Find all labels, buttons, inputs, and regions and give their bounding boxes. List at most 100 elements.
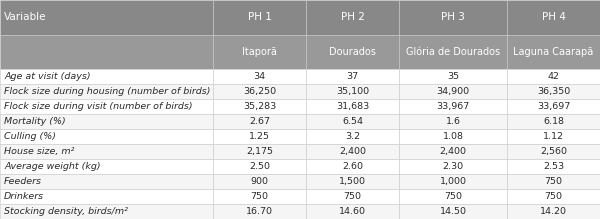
Text: 6.18: 6.18 xyxy=(543,117,564,126)
Text: PH 3: PH 3 xyxy=(441,12,465,22)
Text: 37: 37 xyxy=(346,72,359,81)
Text: House size, m²: House size, m² xyxy=(4,147,74,156)
Text: 3.2: 3.2 xyxy=(345,132,360,141)
Text: 750: 750 xyxy=(545,192,563,201)
Text: 2.60: 2.60 xyxy=(342,162,363,171)
Text: Drinkers: Drinkers xyxy=(4,192,44,201)
Bar xyxy=(0,144,213,159)
Bar xyxy=(306,35,399,69)
Bar xyxy=(0,159,213,174)
Bar xyxy=(213,0,306,35)
Text: 33,967: 33,967 xyxy=(436,102,470,111)
Text: Feeders: Feeders xyxy=(4,177,42,186)
Bar xyxy=(507,189,600,204)
Text: 36,250: 36,250 xyxy=(243,87,276,96)
Bar xyxy=(399,129,507,144)
Text: 16.70: 16.70 xyxy=(246,207,273,216)
Bar xyxy=(507,174,600,189)
Bar xyxy=(306,84,399,99)
Text: Variable: Variable xyxy=(4,12,47,22)
Text: 33,697: 33,697 xyxy=(537,102,570,111)
Text: Stocking density, birds/m²: Stocking density, birds/m² xyxy=(4,207,128,216)
Bar xyxy=(399,114,507,129)
Bar xyxy=(213,189,306,204)
Bar xyxy=(399,84,507,99)
Text: 31,683: 31,683 xyxy=(336,102,369,111)
Text: Flock size during visit (number of birds): Flock size during visit (number of birds… xyxy=(4,102,193,111)
Text: Average weight (kg): Average weight (kg) xyxy=(4,162,101,171)
Text: 900: 900 xyxy=(251,177,269,186)
Text: 6.54: 6.54 xyxy=(342,117,363,126)
Bar xyxy=(0,204,213,219)
Bar xyxy=(399,69,507,84)
Bar xyxy=(0,99,213,114)
Text: 2.67: 2.67 xyxy=(249,117,270,126)
Text: 2,175: 2,175 xyxy=(246,147,273,156)
Bar xyxy=(306,174,399,189)
Bar xyxy=(507,0,600,35)
Text: 36,350: 36,350 xyxy=(537,87,570,96)
Bar xyxy=(213,69,306,84)
Text: Glória de Dourados: Glória de Dourados xyxy=(406,47,500,57)
Bar xyxy=(0,84,213,99)
Bar xyxy=(213,114,306,129)
Text: 35,283: 35,283 xyxy=(243,102,276,111)
Text: 750: 750 xyxy=(545,177,563,186)
Text: Laguna Caarapã: Laguna Caarapã xyxy=(514,47,593,57)
Bar xyxy=(213,35,306,69)
Bar xyxy=(0,0,213,35)
Bar xyxy=(306,99,399,114)
Bar xyxy=(213,204,306,219)
Text: Age at visit (days): Age at visit (days) xyxy=(4,72,91,81)
Bar xyxy=(306,204,399,219)
Bar xyxy=(399,189,507,204)
Text: 2,400: 2,400 xyxy=(339,147,366,156)
Bar xyxy=(399,0,507,35)
Bar xyxy=(213,129,306,144)
Bar xyxy=(213,159,306,174)
Text: 2.53: 2.53 xyxy=(543,162,564,171)
Bar xyxy=(399,174,507,189)
Text: 1.25: 1.25 xyxy=(249,132,270,141)
Text: PH 2: PH 2 xyxy=(341,12,364,22)
Text: Dourados: Dourados xyxy=(329,47,376,57)
Text: 750: 750 xyxy=(251,192,269,201)
Text: 35,100: 35,100 xyxy=(336,87,369,96)
Bar xyxy=(0,174,213,189)
Text: 750: 750 xyxy=(343,192,361,201)
Text: 35: 35 xyxy=(447,72,459,81)
Bar xyxy=(0,129,213,144)
Bar xyxy=(0,69,213,84)
Bar xyxy=(306,189,399,204)
Text: 2.50: 2.50 xyxy=(249,162,270,171)
Text: 2,400: 2,400 xyxy=(439,147,467,156)
Bar xyxy=(213,144,306,159)
Bar xyxy=(507,204,600,219)
Bar xyxy=(0,189,213,204)
Text: 42: 42 xyxy=(548,72,560,81)
Bar xyxy=(399,144,507,159)
Bar xyxy=(399,204,507,219)
Bar xyxy=(213,174,306,189)
Bar xyxy=(0,35,213,69)
Text: 34,900: 34,900 xyxy=(436,87,470,96)
Text: 1.12: 1.12 xyxy=(543,132,564,141)
Text: 2,560: 2,560 xyxy=(540,147,567,156)
Bar xyxy=(399,99,507,114)
Bar xyxy=(306,129,399,144)
Text: Flock size during housing (number of birds): Flock size during housing (number of bir… xyxy=(4,87,211,96)
Text: 750: 750 xyxy=(444,192,462,201)
Text: 34: 34 xyxy=(253,72,266,81)
Bar xyxy=(306,69,399,84)
Bar xyxy=(306,159,399,174)
Bar xyxy=(399,159,507,174)
Text: 14.60: 14.60 xyxy=(339,207,366,216)
Text: Mortality (%): Mortality (%) xyxy=(4,117,66,126)
Text: Itaporã: Itaporã xyxy=(242,47,277,57)
Bar xyxy=(507,159,600,174)
Text: 1.6: 1.6 xyxy=(445,117,461,126)
Bar xyxy=(507,99,600,114)
Bar xyxy=(507,69,600,84)
Bar xyxy=(213,84,306,99)
Text: 2.30: 2.30 xyxy=(442,162,464,171)
